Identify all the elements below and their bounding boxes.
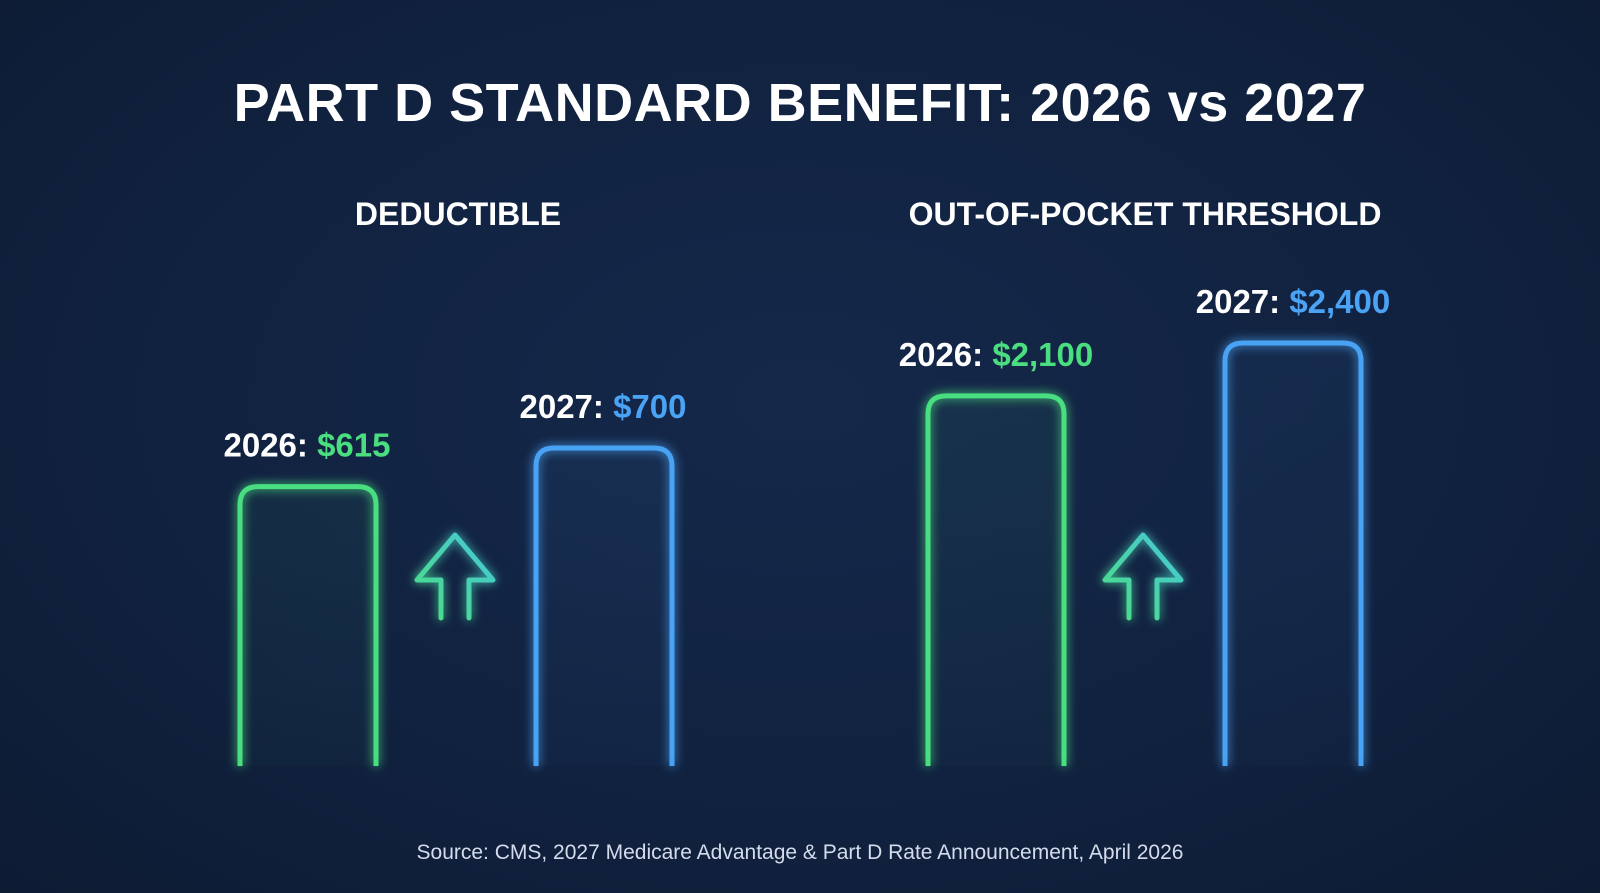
bar-fill-2026 bbox=[928, 395, 1064, 766]
value-label: $615 bbox=[317, 427, 390, 464]
chart-panel-0: 2026: $615 2027: $700 bbox=[164, 388, 749, 769]
up-arrow-icon bbox=[414, 532, 496, 621]
category-label: 2027: bbox=[1196, 283, 1290, 320]
value-label: $2,100 bbox=[992, 336, 1093, 373]
value-label: $2,400 bbox=[1289, 283, 1390, 320]
bar-fill-2027 bbox=[1225, 343, 1361, 766]
bar-2026 bbox=[925, 393, 1067, 766]
bar-2027 bbox=[1222, 340, 1364, 766]
category-label: 2026: bbox=[899, 336, 993, 373]
oop-threshold-panel-title: OUT-OF-POCKET THRESHOLD bbox=[908, 196, 1382, 232]
bar-fill-2027 bbox=[536, 448, 672, 766]
chart-panel-1: 2026: $2,100 2027: $2,400 bbox=[852, 283, 1437, 769]
category-label: 2026: bbox=[224, 427, 318, 464]
chart-title: PART D STANDARD BENEFIT: 2026 vs 2027 bbox=[233, 73, 1367, 133]
up-arrow-icon bbox=[1102, 532, 1184, 621]
value-label-2027: 2027: $2,400 bbox=[1196, 283, 1391, 320]
category-label: 2027: bbox=[520, 388, 614, 425]
bar-2027 bbox=[533, 445, 675, 766]
bar-2026 bbox=[237, 484, 379, 766]
bar-fill-2026 bbox=[240, 486, 376, 766]
value-label-2026: 2026: $2,100 bbox=[899, 336, 1094, 373]
deductible-panel-title: DEDUCTIBLE bbox=[354, 196, 562, 232]
value-label: $700 bbox=[613, 388, 686, 425]
value-label-2026: 2026: $615 bbox=[224, 427, 391, 464]
value-label-2027: 2027: $700 bbox=[520, 388, 687, 425]
source-note: Source: CMS, 2027 Medicare Advantage & P… bbox=[416, 841, 1184, 864]
